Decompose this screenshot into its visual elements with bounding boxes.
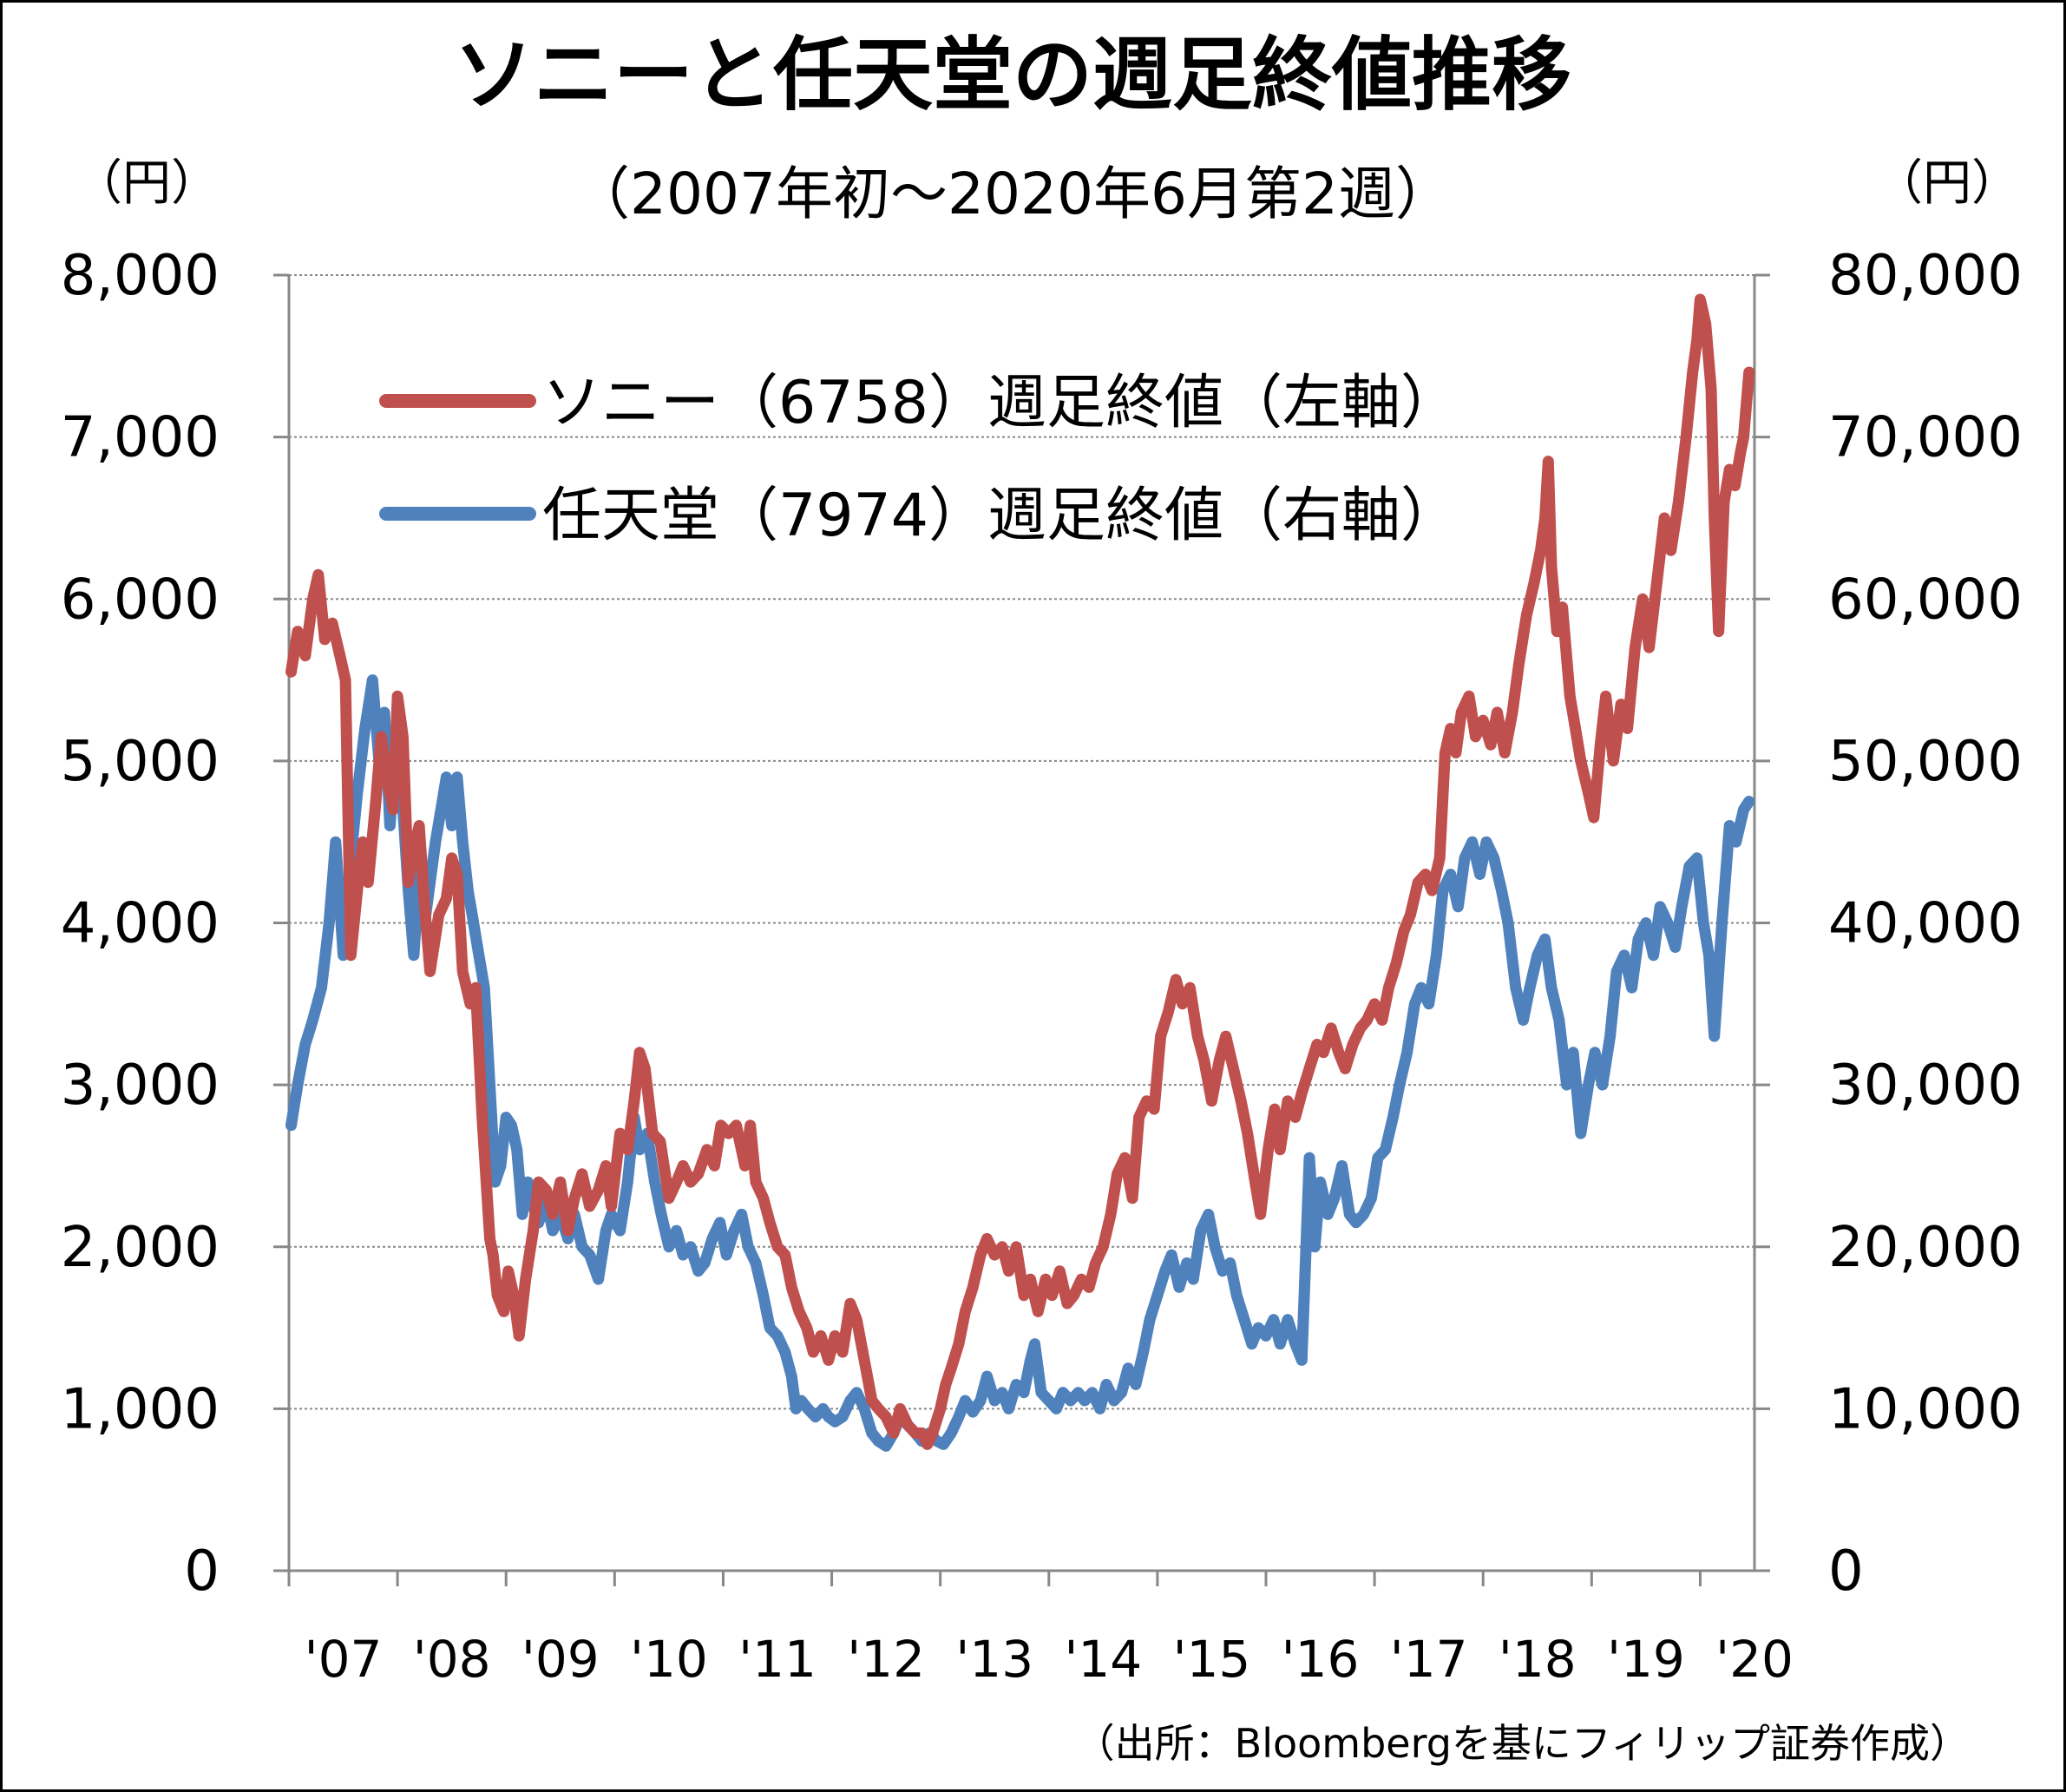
series-line-nintendo (285, 674, 1755, 1452)
gridlines (289, 274, 1754, 1410)
left-tick-label: 5,000 (61, 730, 220, 794)
series-line-sony (285, 293, 1755, 1450)
left-axis-unit: （円） (74, 155, 220, 212)
right-tick-label: 10,000 (1828, 1377, 2023, 1441)
left-tick-label: 4,000 (61, 892, 220, 956)
x-tick-label: '20 (1715, 1630, 1794, 1689)
right-y-axis-ticks: 0 10,000 20,000 30,000 40,000 50,000 60,000 70,… (1828, 244, 2023, 1604)
right-axis-unit: （円） (1874, 155, 2020, 212)
x-tick-label: '08 (413, 1630, 491, 1689)
axes (273, 273, 1770, 1586)
right-tick-label: 80,000 (1828, 244, 2023, 308)
left-tick-label: 2,000 (61, 1216, 220, 1280)
legend-label-sony: ソニー（6758）週足終値（左軸） (542, 369, 1459, 437)
chart-subtitle: （2007年初～2020年6月第2週） (573, 161, 1453, 227)
right-tick-label: 20,000 (1828, 1216, 2023, 1280)
right-tick-label: 30,000 (1828, 1054, 2023, 1118)
legend-label-nintendo: 任天堂（7974）週足終値（右軸） (542, 482, 1459, 550)
x-tick-label: '09 (521, 1630, 600, 1689)
x-tick-label: '11 (738, 1630, 817, 1689)
x-tick-label: '10 (630, 1630, 708, 1689)
x-tick-label: '18 (1499, 1630, 1577, 1689)
x-tick-label: '16 (1282, 1630, 1360, 1689)
right-tick-label: 70,000 (1828, 406, 2023, 470)
right-tick-label: 50,000 (1828, 730, 2023, 794)
left-tick-label: 8,000 (61, 244, 220, 308)
chart-title: ソニーと任天堂の週足終値推移 (454, 29, 1571, 121)
x-axis-ticks: '07 '08 '09 '10 '11 '12 '13 '14 '15 '16 '17 '18 '19 '… (305, 1630, 1794, 1689)
right-tick-label: 0 (1828, 1539, 1864, 1604)
left-tick-label: 3,000 (61, 1054, 220, 1118)
left-tick-label: 7,000 (61, 406, 220, 470)
x-tick-label: '15 (1173, 1630, 1251, 1689)
left-tick-label: 1,000 (61, 1377, 220, 1441)
series-lines (285, 293, 1755, 1452)
x-tick-label: '12 (847, 1630, 925, 1689)
x-tick-label: '07 (305, 1630, 383, 1689)
x-tick-label: '19 (1607, 1630, 1685, 1689)
x-tick-label: '13 (955, 1630, 1033, 1689)
right-tick-label: 60,000 (1828, 568, 2023, 632)
left-tick-label: 0 (184, 1539, 220, 1604)
x-tick-label: '14 (1064, 1630, 1142, 1689)
left-tick-label: 6,000 (61, 568, 220, 632)
x-tick-label: '17 (1390, 1630, 1468, 1689)
source-note: （出所：Bloombergを基にフィリップ証券作成） (1075, 1720, 1970, 1767)
left-y-axis-ticks: 0 1,000 2,000 3,000 4,000 5,000 6,000 7,000 8,00… (61, 244, 220, 1604)
right-tick-label: 40,000 (1828, 892, 2023, 956)
legend: ソニー（6758）週足終値（左軸） 任天堂（7974）週足終値（右軸） (379, 369, 1459, 550)
